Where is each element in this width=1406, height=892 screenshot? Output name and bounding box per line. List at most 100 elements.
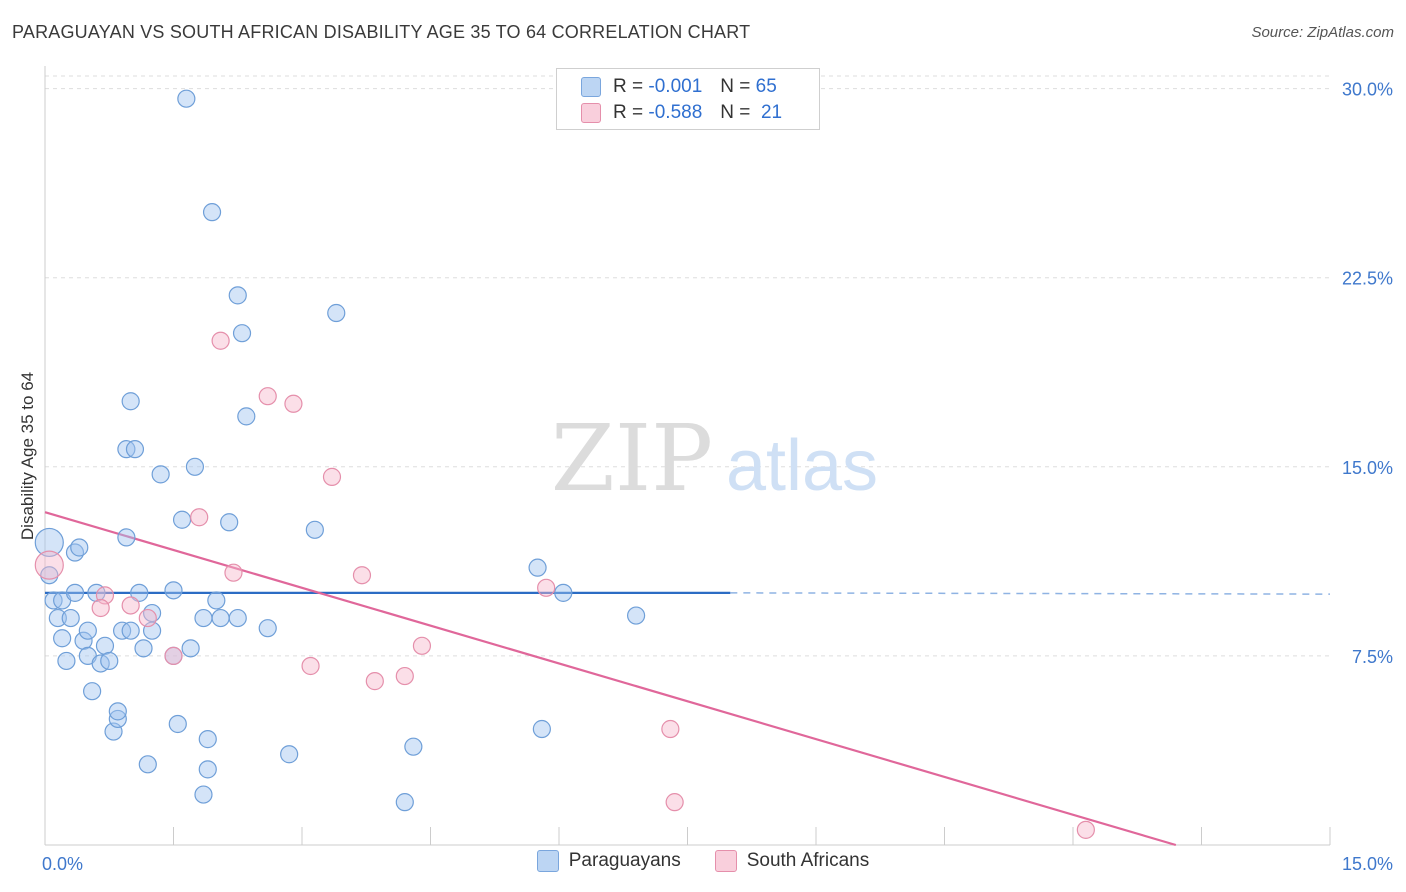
point-paraguayans <box>108 709 127 729</box>
point-paraguayans <box>220 513 239 532</box>
trend-lines <box>44 511 1331 847</box>
stats-row-south-africans: R = -0.588 N = 21 <box>581 101 782 125</box>
r-label: R = <box>613 102 644 123</box>
point-paraguayans <box>138 755 157 774</box>
point-south-africans <box>284 394 303 413</box>
x-tick-label: 0.0% <box>42 854 83 874</box>
point-paraguayans <box>237 407 256 426</box>
r-label: R = <box>613 76 644 97</box>
point-paraguayans <box>172 510 192 529</box>
legend-swatch-pink <box>714 850 737 872</box>
point-paraguayans <box>202 203 222 222</box>
watermark-zip: ZIP <box>551 405 713 512</box>
point-south-africans <box>412 636 432 655</box>
watermark-atlas: atlas <box>726 426 878 506</box>
y-tick-label: 7.5% <box>1352 647 1393 667</box>
point-paraguayans <box>130 583 149 602</box>
point-paraguayans <box>404 737 423 756</box>
point-paraguayans <box>61 608 80 628</box>
point-paraguayans <box>48 608 67 628</box>
point-south-africans <box>34 550 64 580</box>
point-paraguayans <box>554 583 573 602</box>
point-south-africans <box>537 578 556 597</box>
zipatlas-watermark: ZIP atlas <box>551 405 878 512</box>
point-south-africans <box>91 598 110 618</box>
trend-extension-paraguayans <box>730 592 1331 595</box>
point-paraguayans <box>134 639 153 658</box>
point-paraguayans <box>100 651 119 671</box>
point-paraguayans <box>74 631 93 650</box>
point-paraguayans <box>53 629 72 648</box>
point-paraguayans <box>181 639 200 658</box>
point-paraguayans <box>211 608 230 628</box>
point-paraguayans <box>327 303 346 323</box>
tick-labels: 7.5% 15.0% 22.5% 30.0% 0.0% 15.0% <box>42 80 1393 874</box>
y-tick-label: 15.0% <box>1342 458 1393 478</box>
point-paraguayans <box>70 538 89 557</box>
point-paraguayans <box>117 528 136 547</box>
point-paraguayans <box>164 581 183 600</box>
r-value: -0.001 <box>648 76 703 97</box>
r-value: -0.588 <box>648 102 703 123</box>
stats-row-paraguayans: R = -0.001 N = 65 <box>581 75 777 99</box>
point-paraguayans <box>194 785 213 804</box>
point-south-africans <box>322 467 342 486</box>
n-value: 21 <box>760 102 783 123</box>
point-paraguayans <box>151 465 170 484</box>
point-paraguayans <box>185 457 205 476</box>
point-paraguayans <box>108 702 127 721</box>
point-paraguayans <box>258 619 277 638</box>
point-paraguayans <box>228 286 247 305</box>
stats-swatch-pink <box>581 103 601 123</box>
point-paraguayans <box>121 621 140 640</box>
point-south-africans <box>1076 820 1095 839</box>
point-paraguayans <box>34 527 64 558</box>
point-south-africans <box>190 508 209 527</box>
point-paraguayans <box>395 793 414 812</box>
point-paraguayans <box>194 608 213 628</box>
y-axis-label: Disability Age 35 to 64 <box>18 371 37 541</box>
legend-label: Paraguayans <box>568 850 681 871</box>
series-legend: Paraguayans South Africans <box>0 850 1406 872</box>
point-south-africans <box>301 656 320 676</box>
stats-legend: R = -0.001 N = 65 R = -0.588 N = 21 <box>556 68 820 130</box>
point-south-africans <box>138 608 157 628</box>
point-paraguayans <box>198 730 217 749</box>
data-points <box>34 89 1095 839</box>
chart-title: PARAGUAYAN VS SOUTH AFRICAN DISABILITY A… <box>12 22 751 42</box>
point-south-africans <box>352 566 372 585</box>
point-paraguayans <box>95 636 115 655</box>
point-paraguayans <box>57 651 76 671</box>
point-south-africans <box>164 646 183 666</box>
point-south-africans <box>211 331 230 350</box>
point-paraguayans <box>280 745 299 764</box>
n-label: N = <box>720 102 751 123</box>
point-south-africans <box>224 563 243 582</box>
point-paraguayans <box>528 558 547 577</box>
point-paraguayans <box>232 324 252 343</box>
point-south-africans <box>665 793 684 812</box>
point-paraguayans <box>83 682 102 701</box>
n-value: 65 <box>755 76 777 97</box>
legend-label: South Africans <box>746 850 870 871</box>
point-paraguayans <box>168 714 187 734</box>
y-tick-label: 30.0% <box>1342 80 1393 100</box>
stats-swatch-blue <box>581 77 601 97</box>
point-paraguayans <box>78 621 97 640</box>
point-paraguayans <box>305 520 324 539</box>
point-paraguayans <box>532 719 551 739</box>
legend-item-south-africans[interactable]: South Africans <box>714 850 870 872</box>
x-tick-label: 15.0% <box>1342 854 1393 874</box>
point-south-africans <box>365 672 384 691</box>
y-tick-label: 22.5% <box>1342 269 1393 289</box>
legend-swatch-blue <box>536 850 559 872</box>
point-south-africans <box>258 387 277 406</box>
point-paraguayans <box>207 591 226 610</box>
point-paraguayans <box>40 566 59 585</box>
point-paraguayans <box>177 89 196 108</box>
legend-item-paraguayans[interactable]: Paraguayans <box>536 850 681 872</box>
point-south-africans <box>121 596 140 615</box>
point-paraguayans <box>65 583 85 602</box>
n-label: N = <box>720 76 751 97</box>
